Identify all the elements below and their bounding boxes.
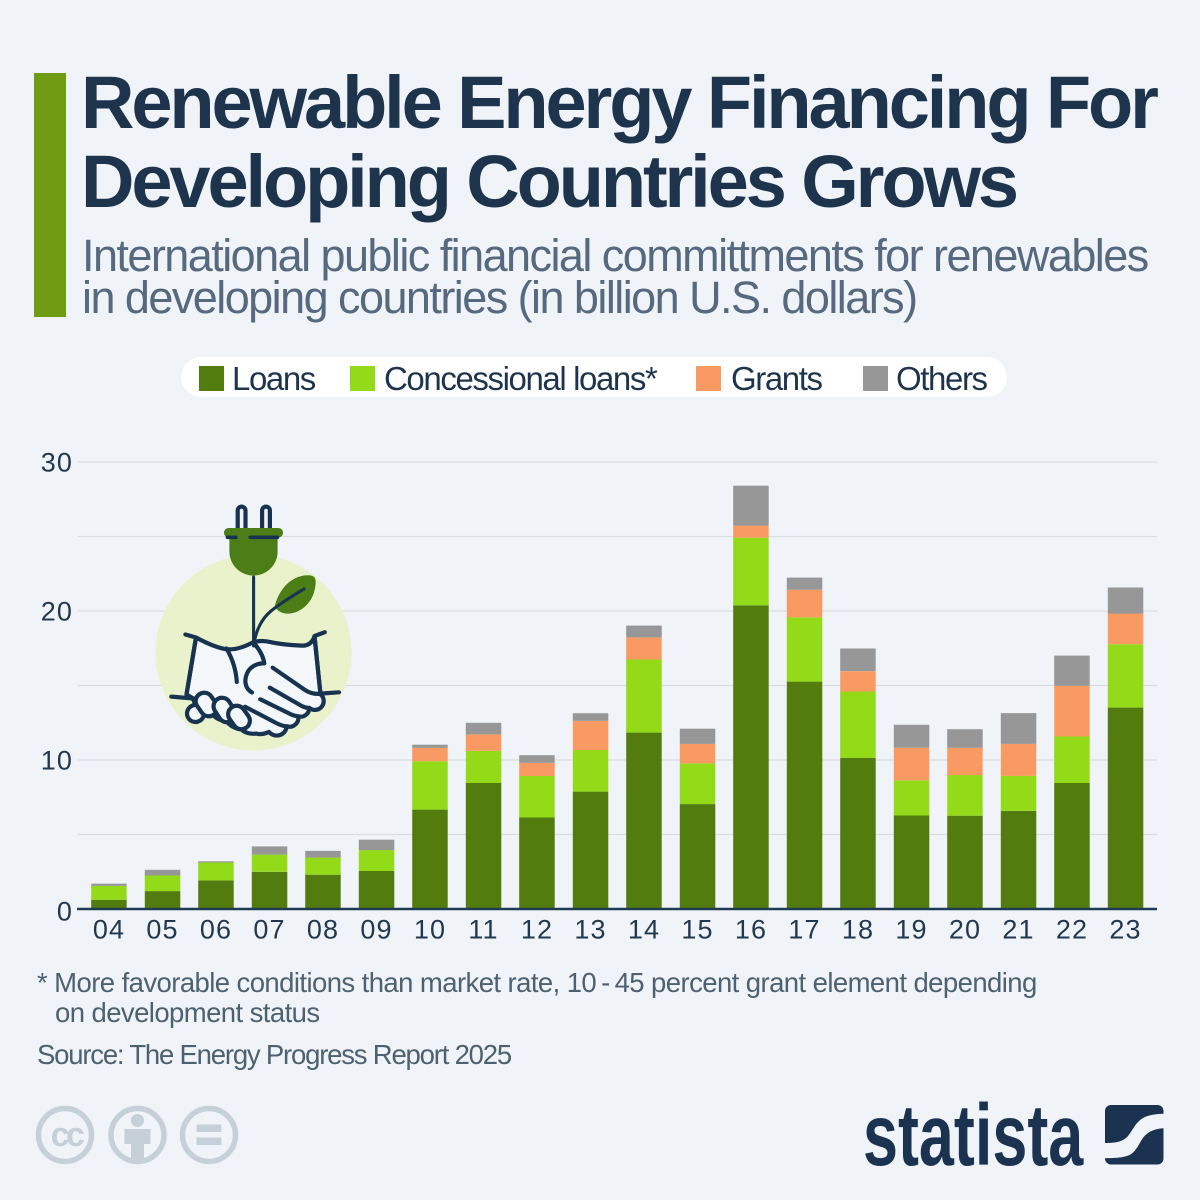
svg-text:30: 30 <box>41 447 73 477</box>
svg-text:04: 04 <box>93 915 125 945</box>
svg-text:07: 07 <box>253 915 285 945</box>
svg-text:17: 17 <box>788 915 820 945</box>
svg-text:20: 20 <box>949 915 981 945</box>
svg-text:15: 15 <box>681 915 713 945</box>
svg-text:14: 14 <box>628 915 660 945</box>
svg-text:0: 0 <box>57 896 73 926</box>
svg-text:22: 22 <box>1056 915 1088 945</box>
svg-text:20: 20 <box>41 596 73 626</box>
svg-text:09: 09 <box>360 915 392 945</box>
svg-text:06: 06 <box>200 915 232 945</box>
svg-text:05: 05 <box>146 915 178 945</box>
svg-text:10: 10 <box>414 915 446 945</box>
svg-text:18: 18 <box>842 915 874 945</box>
svg-text:16: 16 <box>735 915 767 945</box>
svg-text:13: 13 <box>574 915 606 945</box>
svg-text:19: 19 <box>895 915 927 945</box>
svg-text:21: 21 <box>1002 915 1034 945</box>
svg-text:11: 11 <box>468 915 498 945</box>
svg-text:10: 10 <box>41 745 73 775</box>
svg-text:08: 08 <box>307 915 339 945</box>
svg-text:12: 12 <box>521 915 553 945</box>
svg-text:23: 23 <box>1109 915 1141 945</box>
svg-text:cc: cc <box>51 1116 84 1154</box>
